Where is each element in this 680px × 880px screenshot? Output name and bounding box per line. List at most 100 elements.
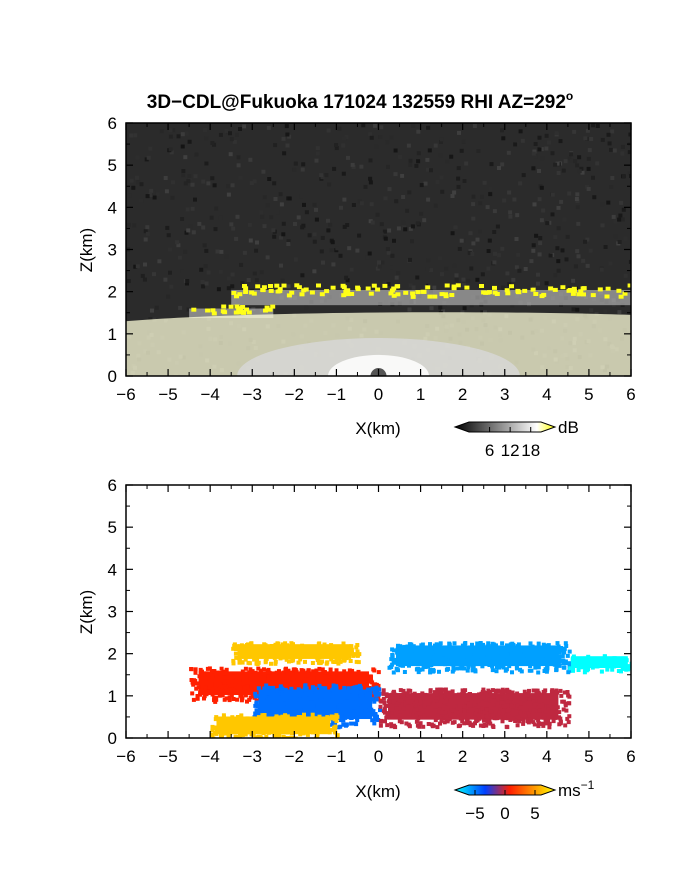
noise-cell	[536, 281, 540, 286]
westerly-upper-cell	[310, 650, 315, 655]
westerly-low-cell	[518, 695, 523, 700]
westerly-low-cell	[390, 699, 395, 704]
noise-cell	[324, 173, 329, 178]
easterly-upper-cell	[447, 654, 451, 659]
noise-cell	[342, 136, 347, 141]
easterly-upper-cell	[457, 655, 462, 659]
easterly-upper-cell	[559, 646, 564, 650]
surface-positive-cell	[285, 719, 290, 724]
cloud-layer-upper-cell	[455, 283, 461, 288]
westerly-low-cell	[508, 696, 513, 701]
backscatter-xtick-label: −3	[243, 385, 262, 404]
easterly-mid-cell	[348, 702, 353, 706]
surface-positive-cell	[256, 715, 261, 720]
westerly-low-cell	[519, 712, 524, 717]
easterly-upper-cell	[477, 644, 482, 649]
noise-cell	[337, 126, 342, 131]
noise-cell	[425, 157, 430, 162]
noise-cell	[531, 151, 536, 156]
westerly-mid-cell	[210, 689, 215, 694]
westerly-mid-cell	[247, 670, 252, 675]
surface-positive-cell	[321, 718, 326, 723]
cloud-layer-upper-cell	[533, 292, 539, 296]
surface-positive-cell	[235, 725, 240, 730]
easterly-upper-cell	[428, 654, 433, 659]
cloud-layer-upper-cell	[505, 291, 511, 296]
easterly-upper-cell	[493, 658, 498, 663]
noise-cell	[489, 162, 494, 167]
easterly-mid-cell	[269, 712, 274, 717]
easterly-upper-cell	[433, 657, 438, 662]
noise-cell	[341, 143, 346, 148]
noise-cell	[500, 128, 504, 133]
westerly-low-cell	[495, 716, 500, 720]
easterly-mid-cell	[344, 695, 348, 700]
velocity-ylabel: Z(km)	[77, 590, 96, 634]
thin-layer-far-cell	[622, 663, 627, 668]
westerly-low-cell	[389, 722, 394, 727]
easterly-upper-cell	[481, 642, 485, 647]
westerly-upper-cell	[355, 649, 360, 654]
easterly-mid-cell	[269, 686, 274, 690]
surface-positive-cell	[260, 713, 265, 718]
noise-cell	[445, 159, 450, 164]
westerly-mid-cell	[328, 677, 333, 682]
easterly-upper-cell	[419, 649, 424, 654]
thin-layer-far-cell	[605, 667, 610, 672]
noise-cell	[558, 139, 563, 144]
westerly-mid-cell	[342, 681, 347, 686]
noise-cell	[620, 144, 625, 149]
noise-cell	[262, 224, 267, 229]
noise-cell	[540, 156, 545, 161]
noise-cell	[292, 287, 297, 292]
noise-cell	[492, 260, 497, 265]
westerly-mid-cell	[284, 675, 289, 680]
easterly-upper-cell	[397, 654, 402, 659]
noise-cell	[206, 181, 211, 186]
noise-cell	[556, 268, 561, 273]
cloud-layer-upper-cell	[371, 283, 377, 288]
westerly-mid-cell	[252, 681, 256, 686]
noise-cell	[387, 228, 392, 233]
westerly-upper-cell	[351, 653, 356, 658]
westerly-low-cell	[515, 723, 520, 728]
westerly-upper-cell	[322, 642, 327, 647]
westerly-mid-cell	[242, 688, 247, 693]
westerly-low-cell	[400, 692, 405, 697]
noise-cell	[425, 167, 430, 172]
surface-positive-cell	[210, 733, 215, 737]
noise-cell	[467, 250, 472, 255]
westerly-low-cell	[464, 705, 469, 710]
westerly-low-cell	[444, 714, 449, 719]
westerly-low-cell	[534, 692, 539, 697]
westerly-low-cell	[484, 707, 489, 712]
cloud-layer-lower-cell	[205, 308, 211, 313]
easterly-upper-cell	[541, 642, 546, 647]
westerly-low-cell	[528, 717, 533, 721]
noise-cell	[576, 221, 581, 226]
noise-cell	[279, 235, 283, 240]
easterly-upper-cell	[557, 648, 562, 653]
easterly-mid-cell	[280, 709, 285, 714]
thin-layer-far-cell	[577, 660, 582, 665]
thin-layer-far-cell	[614, 660, 619, 664]
noise-cell	[226, 192, 231, 197]
westerly-low-cell	[513, 705, 518, 710]
westerly-low-cell	[474, 699, 479, 704]
westerly-mid-cell	[328, 671, 333, 676]
cloud-layer-upper-cell	[479, 284, 484, 288]
westerly-mid-cell	[207, 679, 212, 684]
easterly-upper-cell	[564, 644, 569, 648]
easterly-mid-cell	[341, 710, 345, 715]
easterly-upper-cell	[495, 655, 499, 660]
noise-cell	[203, 264, 208, 269]
westerly-mid-cell	[232, 689, 237, 694]
westerly-mid-cell	[334, 668, 339, 673]
thin-layer-far-cell	[576, 668, 581, 672]
easterly-upper-cell	[460, 665, 465, 670]
noise-cell	[523, 267, 528, 271]
westerly-mid-cell	[317, 666, 322, 671]
noise-cell	[533, 142, 538, 146]
noise-cell	[171, 128, 176, 133]
westerly-low-cell	[396, 700, 401, 705]
